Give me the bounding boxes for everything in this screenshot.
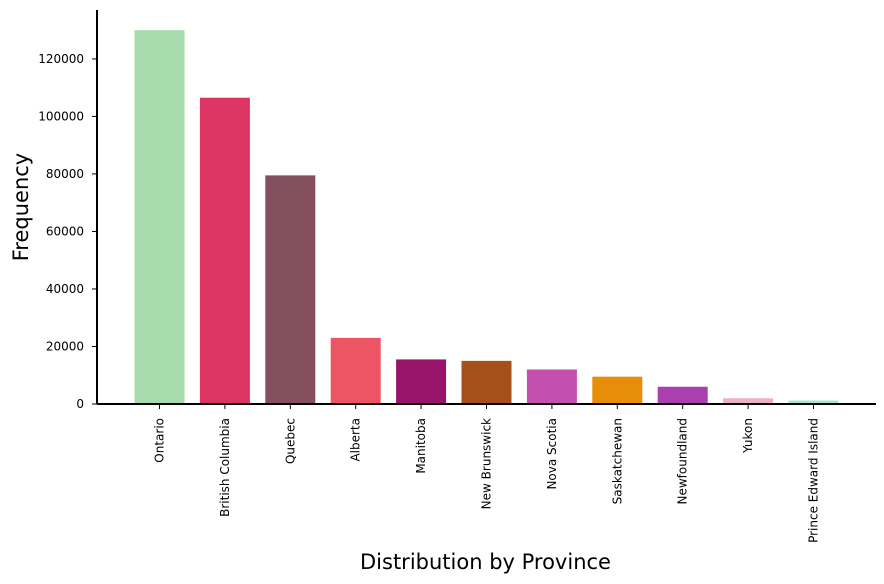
y-tick-label: 0	[76, 397, 84, 411]
bar-saskatchewan	[592, 376, 643, 404]
x-tick-label: Yukon	[741, 418, 755, 454]
bar-new-brunswick	[461, 360, 512, 404]
y-tick-label: 100000	[38, 109, 84, 123]
bar-alberta	[330, 337, 381, 404]
bar-manitoba	[396, 359, 447, 404]
x-tick-label: Ontario	[153, 418, 167, 463]
x-tick-label: Prince Edward Island	[807, 418, 821, 543]
x-tick-label: Alberta	[349, 418, 363, 462]
bar-british-columbia	[199, 97, 250, 404]
y-tick-label: 120000	[38, 52, 84, 66]
x-tick-label: Quebec	[283, 418, 297, 464]
x-tick-label: Manitoba	[414, 418, 428, 474]
bar-ontario	[134, 30, 185, 405]
x-tick-label: New Brunswick	[480, 418, 494, 509]
bar-newfoundland	[657, 386, 708, 404]
x-axis-title: Distribution by Province	[360, 550, 611, 574]
y-tick-label: 60000	[46, 224, 84, 238]
bar-prince-edward-island	[788, 400, 839, 404]
y-axis-title: Frequency	[9, 153, 33, 262]
x-tick-label: Nova Scotia	[545, 418, 559, 490]
y-tick-label: 80000	[46, 167, 84, 181]
y-axis-ticks: 0 20000 40000 60000 80000 100000 120000	[38, 52, 97, 411]
bars	[134, 30, 839, 405]
y-tick-label: 20000	[46, 339, 84, 353]
x-axis-category-labels: Ontario British Columbia Quebec Alberta Mani…	[153, 404, 821, 543]
y-tick-label: 40000	[46, 282, 84, 296]
x-tick-label: British Columbia	[218, 418, 232, 517]
bar-nova-scotia	[526, 369, 577, 404]
bar-quebec	[265, 175, 316, 404]
x-tick-label: Newfoundland	[676, 418, 690, 504]
bar-yukon	[723, 398, 774, 404]
x-tick-label: Saskatchewan	[610, 418, 624, 504]
